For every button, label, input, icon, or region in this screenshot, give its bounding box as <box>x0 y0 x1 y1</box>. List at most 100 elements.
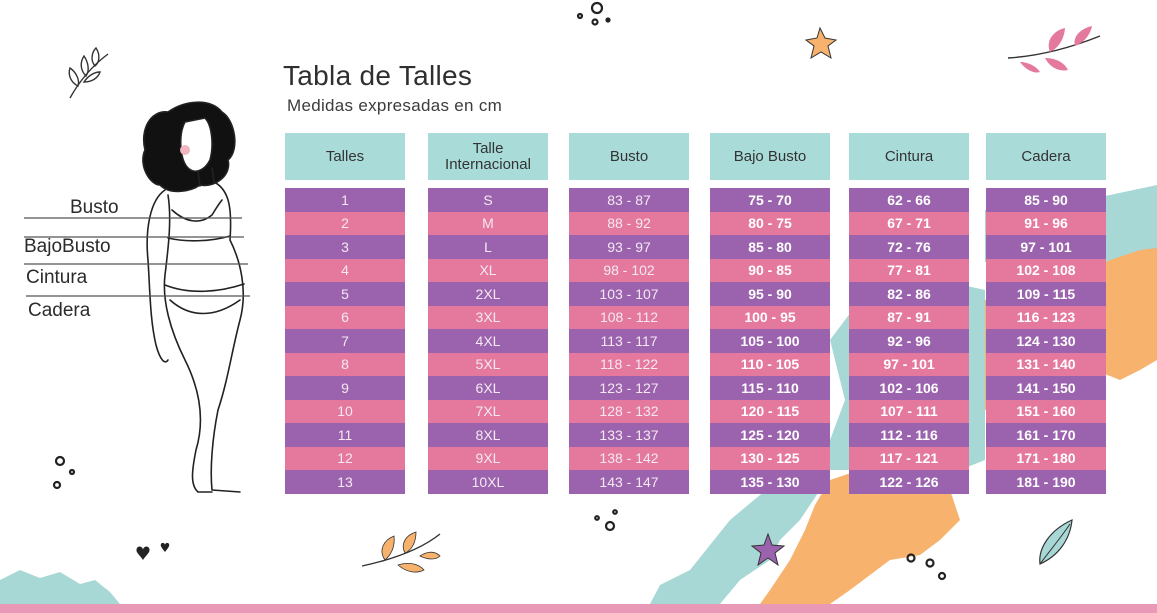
table-cell: 116 - 123 <box>986 305 1106 329</box>
bottom-bar <box>0 604 1157 613</box>
table-cell: 5 <box>285 282 405 306</box>
table-cell: 7XL <box>428 399 548 423</box>
table-cell: 3 <box>285 235 405 259</box>
table-cell: 2 <box>285 211 405 235</box>
table-cell: 133 - 137 <box>569 423 689 447</box>
table-cell: 85 - 80 <box>710 235 830 259</box>
woman-figure-icon <box>142 101 245 493</box>
table-cell: 108 - 112 <box>569 305 689 329</box>
label-cadera: Cadera <box>28 300 91 321</box>
column-header: Busto <box>569 133 689 180</box>
table-cell: 82 - 86 <box>849 282 969 306</box>
table-cell: 1 <box>285 188 405 212</box>
table-cell: 6XL <box>428 376 548 400</box>
table-cell: 4XL <box>428 329 548 353</box>
table-cell: 122 - 126 <box>849 470 969 494</box>
table-cell: L <box>428 235 548 259</box>
star-icon <box>804 26 838 60</box>
table-cell: 138 - 142 <box>569 446 689 470</box>
table-cell: 123 - 127 <box>569 376 689 400</box>
label-busto: Busto <box>70 197 119 218</box>
star-purple-icon <box>750 532 786 567</box>
table-cell: 97 - 101 <box>986 235 1106 259</box>
table-cell: 151 - 160 <box>986 399 1106 423</box>
page-title: Tabla de Talles <box>283 60 473 91</box>
table-cell: 10XL <box>428 470 548 494</box>
table-cell: 7 <box>285 329 405 353</box>
table-cell: 80 - 75 <box>710 211 830 235</box>
table-cell: 77 - 81 <box>849 258 969 282</box>
table-cell: 83 - 87 <box>569 188 689 212</box>
table-cell: 8 <box>285 352 405 376</box>
leaf-branch-orange-icon <box>361 531 441 573</box>
table-cell: S <box>428 188 548 212</box>
page-subtitle: Medidas expresadas en cm <box>287 96 503 115</box>
table-cell: 8XL <box>428 423 548 447</box>
column-header: Bajo Busto <box>710 133 830 180</box>
table-cell: 9XL <box>428 446 548 470</box>
table-cell: 10 <box>285 399 405 423</box>
table-cell: 92 - 96 <box>849 329 969 353</box>
leaf-branch-pink-icon <box>1007 26 1101 73</box>
leaf-teal-icon <box>1039 519 1073 565</box>
column-cintura: Cintura 62 - 66 67 - 71 72 - 76 77 - 81 82 - … <box>849 133 969 494</box>
table-cell: 85 - 90 <box>986 188 1106 212</box>
table-cell: 102 - 106 <box>849 376 969 400</box>
table-cell: 128 - 132 <box>569 399 689 423</box>
column-cadera: Cadera 85 - 90 91 - 96 97 - 101 102 - 108 109… <box>986 133 1106 494</box>
table-cell: 117 - 121 <box>849 446 969 470</box>
table-cell: 131 - 140 <box>986 352 1106 376</box>
table-cell: 13 <box>285 470 405 494</box>
table-cell: 5XL <box>428 352 548 376</box>
table-cell: 62 - 66 <box>849 188 969 212</box>
table-cell: 112 - 116 <box>849 423 969 447</box>
table-cell: 171 - 180 <box>986 446 1106 470</box>
column-header: Cintura <box>849 133 969 180</box>
table-cell: 11 <box>285 423 405 447</box>
table-cell: 3XL <box>428 305 548 329</box>
table-cell: 6 <box>285 305 405 329</box>
table-cell: 110 - 105 <box>710 352 830 376</box>
column-header: Talles <box>285 133 405 180</box>
table-cell: 91 - 96 <box>986 211 1106 235</box>
table-cell: 109 - 115 <box>986 282 1106 306</box>
table-cell: 100 - 95 <box>710 305 830 329</box>
circles-icon <box>52 1 947 581</box>
table-cell: 107 - 111 <box>849 399 969 423</box>
teal-splash-left <box>0 570 120 604</box>
table-cell: 98 - 102 <box>569 258 689 282</box>
table-cell: 87 - 91 <box>849 305 969 329</box>
column-header: Talle Internacional <box>428 133 548 180</box>
table-cell: 143 - 147 <box>569 470 689 494</box>
table-cell: 181 - 190 <box>986 470 1106 494</box>
table-cell: 130 - 125 <box>710 446 830 470</box>
table-cell: M <box>428 211 548 235</box>
table-cell: 93 - 97 <box>569 235 689 259</box>
label-cintura: Cintura <box>26 267 88 288</box>
table-cell: 124 - 130 <box>986 329 1106 353</box>
column-header: Cadera <box>986 133 1106 180</box>
column-talles: Talles 1 2 3 4 5 6 7 8 9 10 11 12 13 <box>285 133 405 494</box>
leaf-branch-icon <box>68 46 109 99</box>
table-cell: 141 - 150 <box>986 376 1106 400</box>
heart-icon <box>136 542 170 560</box>
orange-splash-lower <box>760 470 960 604</box>
table-cell: 102 - 108 <box>986 258 1106 282</box>
table-cell: 125 - 120 <box>710 423 830 447</box>
table-cell: 72 - 76 <box>849 235 969 259</box>
table-cell: XL <box>428 258 548 282</box>
table-cell: 90 - 85 <box>710 258 830 282</box>
column-talle-internacional: Talle Internacional S M L XL 2XL 3XL 4XL 5XL 6XL 7… <box>428 133 548 494</box>
table-cell: 103 - 107 <box>569 282 689 306</box>
table-cell: 118 - 122 <box>569 352 689 376</box>
table-cell: 97 - 101 <box>849 352 969 376</box>
table-cell: 135 - 130 <box>710 470 830 494</box>
table-cell: 95 - 90 <box>710 282 830 306</box>
table-cell: 4 <box>285 258 405 282</box>
table-cell: 12 <box>285 446 405 470</box>
table-cell: 120 - 115 <box>710 399 830 423</box>
table-cell: 115 - 110 <box>710 376 830 400</box>
column-busto: Busto 83 - 87 88 - 92 93 - 97 98 - 102 103 - … <box>569 133 689 494</box>
table-cell: 75 - 70 <box>710 188 830 212</box>
table-cell: 88 - 92 <box>569 211 689 235</box>
